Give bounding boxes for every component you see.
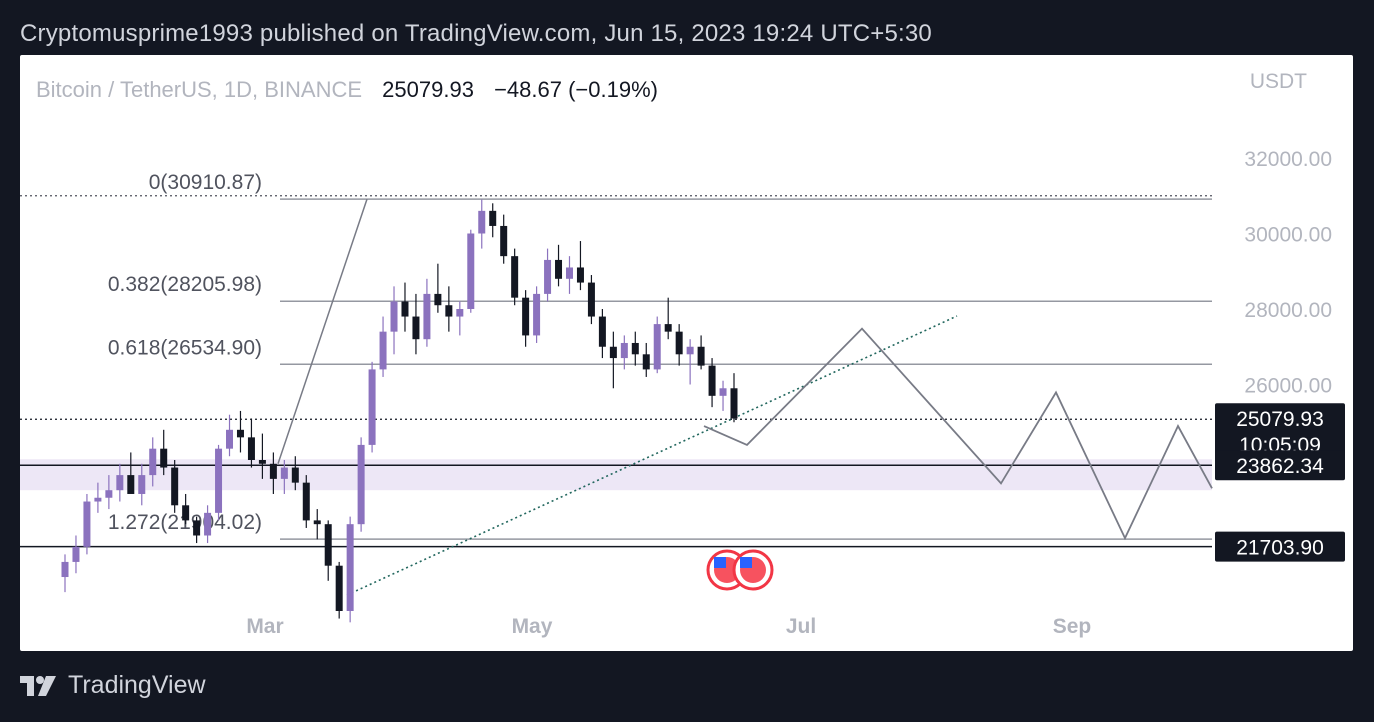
candle-body xyxy=(708,365,716,396)
price-label-box xyxy=(1215,531,1345,562)
candle-body xyxy=(500,225,508,257)
candle-body xyxy=(653,324,661,370)
candle-body xyxy=(182,505,190,521)
candle-body xyxy=(215,448,223,513)
published-caption: Cryptomusprime1993 published on TradingV… xyxy=(20,20,932,47)
candle-body xyxy=(335,565,343,611)
candle-body xyxy=(412,316,420,340)
candle-body xyxy=(609,346,617,359)
price-chart[interactable]: 0(30910.87) 0.382(28205.98) 0.618(26534.90… xyxy=(20,55,1353,651)
symbol-legend: Bitcoin / TetherUS, 1D, BINANCE 25079.93… xyxy=(36,77,658,103)
last-price: 25079.93 xyxy=(382,77,474,102)
candle-body xyxy=(138,475,146,494)
fib-level-label: 0.618(26534.90) xyxy=(108,336,262,359)
candle-body xyxy=(730,388,738,419)
candle-body xyxy=(357,444,365,525)
candle-body xyxy=(346,524,354,611)
candle-body xyxy=(105,490,113,498)
candle-body xyxy=(675,331,683,355)
currency-label: USDT xyxy=(1249,70,1307,93)
candle-body xyxy=(280,467,288,479)
x-axis-tick-label: Jul xyxy=(786,615,816,638)
candle-body xyxy=(204,512,212,536)
candle-body xyxy=(291,467,299,483)
y-axis-tick-label: 26000.00 xyxy=(1244,375,1332,398)
candle-body xyxy=(302,482,310,521)
us-flag-event-icon-canton xyxy=(714,557,726,568)
candle-body xyxy=(83,501,91,547)
candle-body xyxy=(565,267,573,279)
tradingview-brand: TradingView xyxy=(68,671,206,699)
candle-body xyxy=(598,316,606,347)
fib-anchor-trendline xyxy=(277,198,368,465)
candle-body xyxy=(642,354,650,370)
candle-body xyxy=(544,259,552,294)
price-label-text: 25079.93 xyxy=(1236,408,1324,431)
candle-body xyxy=(171,467,179,506)
fib-level-label: 0(30910.87) xyxy=(149,171,262,194)
projection-path xyxy=(703,327,1213,541)
candle-body xyxy=(160,448,168,468)
candle-body xyxy=(489,210,497,226)
candle-body xyxy=(445,305,453,317)
candle-body xyxy=(478,210,486,234)
candle-body xyxy=(193,520,201,536)
y-axis-tick-label: 28000.00 xyxy=(1244,299,1332,322)
us-flag-event-icon-canton xyxy=(740,557,752,568)
fib-level-label: 0.382(28205.98) xyxy=(108,273,262,296)
tradingview-footer[interactable]: TradingView xyxy=(20,671,206,700)
candle-body xyxy=(456,309,464,317)
candle-body xyxy=(467,233,475,309)
candle-body xyxy=(94,497,102,502)
candle-body xyxy=(664,324,672,332)
candle-body xyxy=(236,429,244,438)
candle-body xyxy=(258,460,266,464)
candle-body xyxy=(423,293,431,340)
y-axis-tick-label: 32000.00 xyxy=(1244,148,1332,171)
candle-body xyxy=(434,293,442,306)
candle-body xyxy=(72,546,80,562)
candle-body xyxy=(116,475,124,491)
y-axis-tick-label: 30000.00 xyxy=(1244,224,1332,247)
candle-body xyxy=(269,463,277,479)
candle-body xyxy=(511,256,519,298)
support-zone xyxy=(20,459,1212,491)
candle-body xyxy=(149,448,157,476)
candle-body xyxy=(313,520,321,525)
candle-body xyxy=(324,524,332,566)
candle-body xyxy=(697,346,705,366)
candle-body xyxy=(61,561,69,578)
x-axis-tick-label: Mar xyxy=(246,615,283,638)
candle-body xyxy=(576,267,584,283)
symbol-name: Bitcoin / TetherUS, 1D, BINANCE xyxy=(36,77,363,102)
rising-trendline xyxy=(346,315,958,596)
candle-body xyxy=(620,342,628,359)
candle-body xyxy=(631,342,639,355)
candle-body xyxy=(587,282,595,317)
x-axis-tick-label: Sep xyxy=(1053,615,1092,638)
price-label-text: 21703.90 xyxy=(1236,537,1324,560)
candle-body xyxy=(247,437,255,460)
fib-level-label: 1.272(21904.02) xyxy=(108,511,262,534)
candle-body xyxy=(719,388,727,396)
chart-panel[interactable]: 0(30910.87) 0.382(28205.98) 0.618(26534.90… xyxy=(20,55,1353,651)
candle-body xyxy=(555,259,563,279)
candle-body xyxy=(401,301,409,317)
candle-body xyxy=(127,475,135,494)
candle-body xyxy=(522,297,530,336)
candle-body xyxy=(368,369,376,445)
candle-body xyxy=(226,429,234,449)
candle-body xyxy=(390,301,398,332)
tradingview-logo-icon xyxy=(20,675,56,696)
candle-body xyxy=(379,331,387,370)
price-label-text: 23862.34 xyxy=(1236,455,1324,478)
candle-body xyxy=(533,293,541,336)
x-axis-tick-label: May xyxy=(512,615,553,638)
price-change: −48.67 (−0.19%) xyxy=(494,77,658,102)
price-label-box xyxy=(1215,450,1345,481)
price-label-box xyxy=(1215,403,1345,462)
candle-body xyxy=(686,346,694,355)
